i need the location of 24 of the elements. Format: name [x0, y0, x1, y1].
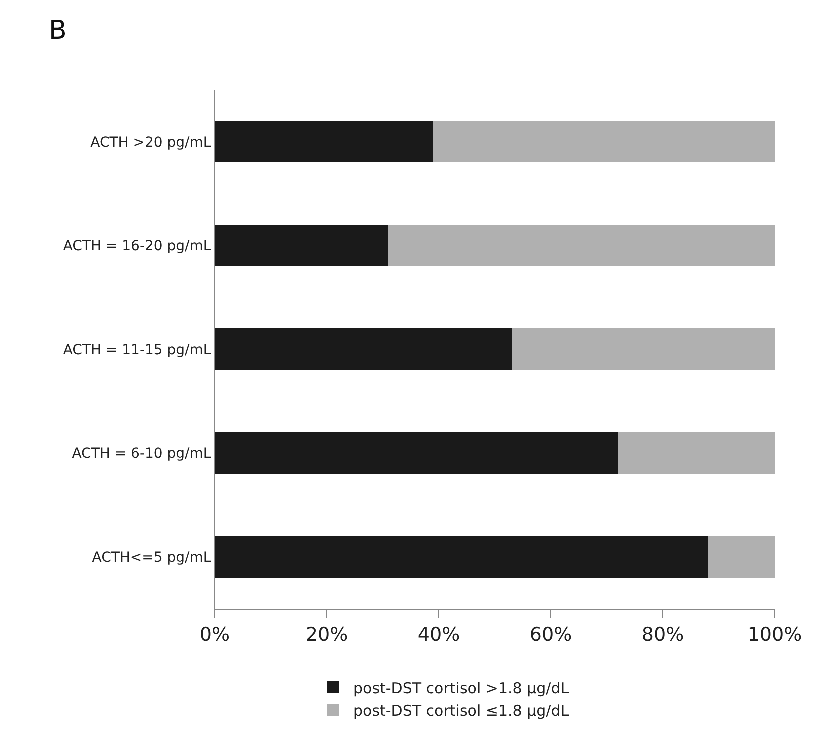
bar: [512, 328, 775, 370]
y-tick-label: ACTH >20 pg/mL: [90, 134, 212, 151]
x-tick-label: 100%: [748, 624, 802, 646]
bar: [215, 121, 434, 163]
bar: [388, 224, 775, 266]
legend-label: post-DST cortisol >1.8 µg/dL: [354, 679, 570, 698]
bar: [215, 432, 618, 474]
y-tick-label: ACTH<=5 pg/mL: [92, 550, 212, 566]
x-tick-label: 20%: [306, 624, 348, 646]
bar: [618, 432, 775, 474]
y-tick-label: ACTH = 16-20 pg/mL: [63, 238, 212, 255]
bar: [215, 328, 512, 370]
x-tick-label: 0%: [200, 624, 230, 646]
bar: [708, 536, 775, 578]
y-tick-label: ACTH = 6-10 pg/mL: [72, 446, 212, 462]
x-tick-label: 60%: [530, 624, 572, 646]
x-tick-label: 80%: [642, 624, 684, 646]
x-tick-label: 40%: [418, 624, 460, 646]
legend-label: post-DST cortisol ≤1.8 µg/dL: [354, 702, 570, 720]
y-tick-label: ACTH = 11-15 pg/mL: [63, 342, 212, 358]
bar: [215, 536, 708, 578]
text: B: [49, 16, 67, 46]
bar: [215, 224, 389, 266]
bar: [433, 121, 775, 163]
